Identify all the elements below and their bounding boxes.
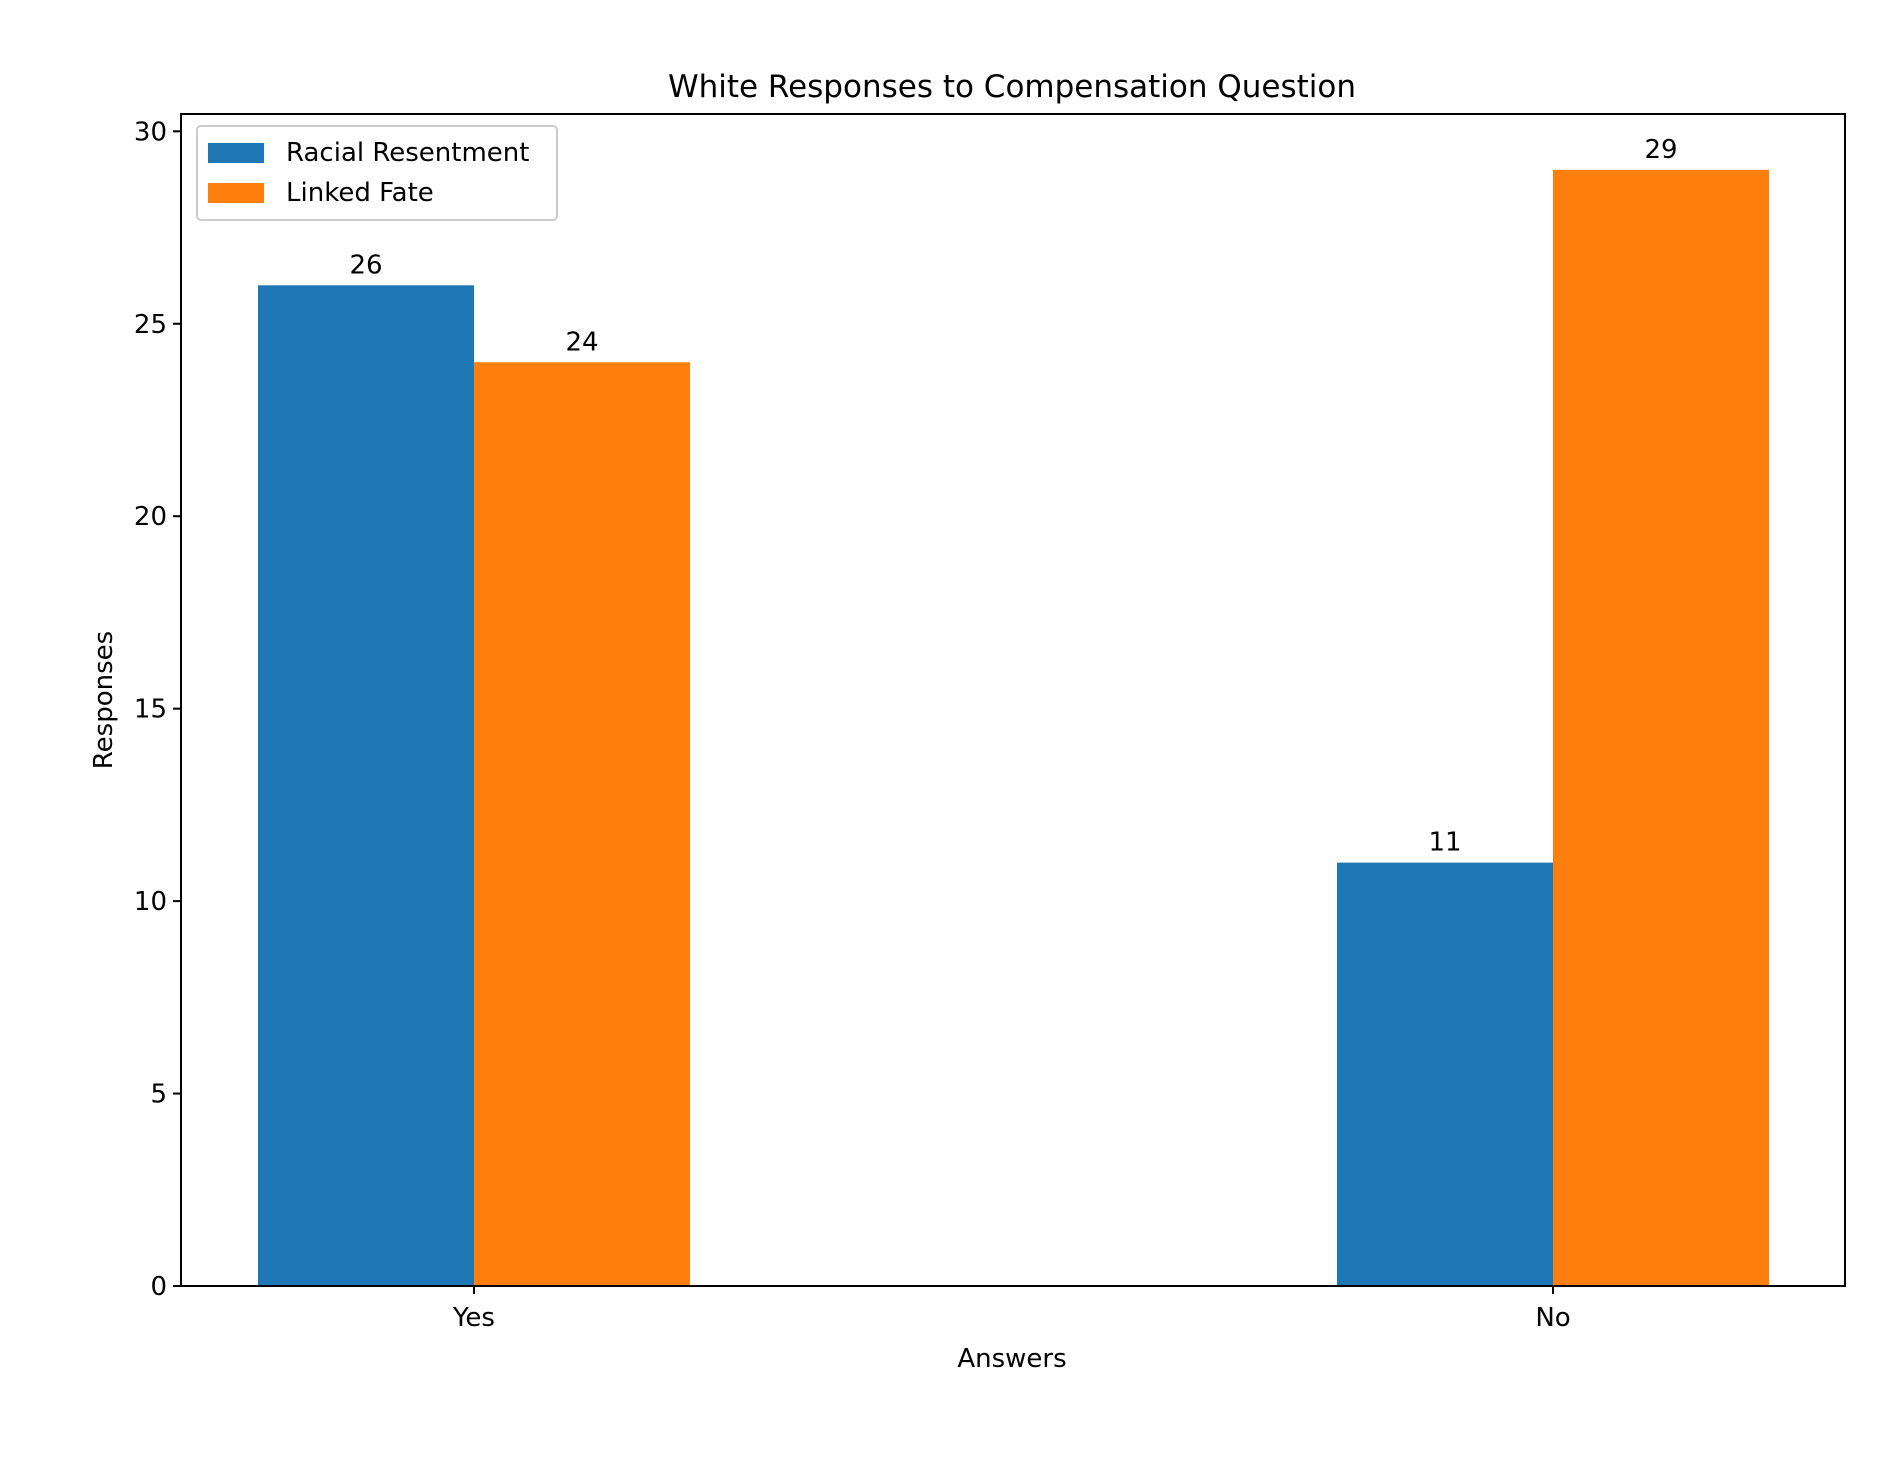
x-axis-label: Answers	[957, 1344, 1066, 1374]
y-tick-label-0: 0	[150, 1272, 167, 1302]
y-axis: 0 5 10 15 20 25 30	[134, 117, 181, 1302]
y-tick-label-10: 10	[134, 887, 167, 917]
plot-area: 26 11 24 29	[258, 135, 1769, 1287]
axes-frame	[180, 113, 1846, 1287]
bar-linked-fate-yes	[474, 362, 690, 1286]
y-tick-label-30: 30	[134, 117, 167, 147]
legend-swatch-racial-resentment	[208, 143, 264, 163]
legend-label-linked-fate: Linked Fate	[286, 178, 434, 208]
y-tick-label-20: 20	[134, 502, 167, 532]
y-tick-label-25: 25	[134, 310, 167, 340]
y-tick-label-15: 15	[134, 695, 167, 725]
bar-racial-resentment-yes	[258, 285, 474, 1287]
legend-label-racial-resentment: Racial Resentment	[286, 138, 529, 168]
legend-box	[196, 125, 558, 221]
data-label-racial-resentment-yes: 26	[349, 250, 382, 280]
data-label-racial-resentment-no: 11	[1428, 828, 1461, 858]
data-label-linked-fate-no: 29	[1644, 135, 1677, 165]
bar-racial-resentment-no	[1337, 862, 1553, 1286]
x-tick-label-no: No	[1535, 1303, 1570, 1333]
legend: Racial Resentment Linked Fate	[196, 125, 558, 221]
legend-swatch-linked-fate	[208, 183, 264, 203]
chart-title: White Responses to Compensation Question	[668, 69, 1356, 105]
x-axis: Yes No	[452, 1286, 1571, 1333]
x-tick-label-yes: Yes	[452, 1303, 495, 1333]
bar-linked-fate-no	[1553, 169, 1769, 1286]
data-label-linked-fate-yes: 24	[565, 327, 598, 357]
y-axis-label: Responses	[89, 631, 119, 769]
y-tick-label-5: 5	[150, 1080, 167, 1110]
